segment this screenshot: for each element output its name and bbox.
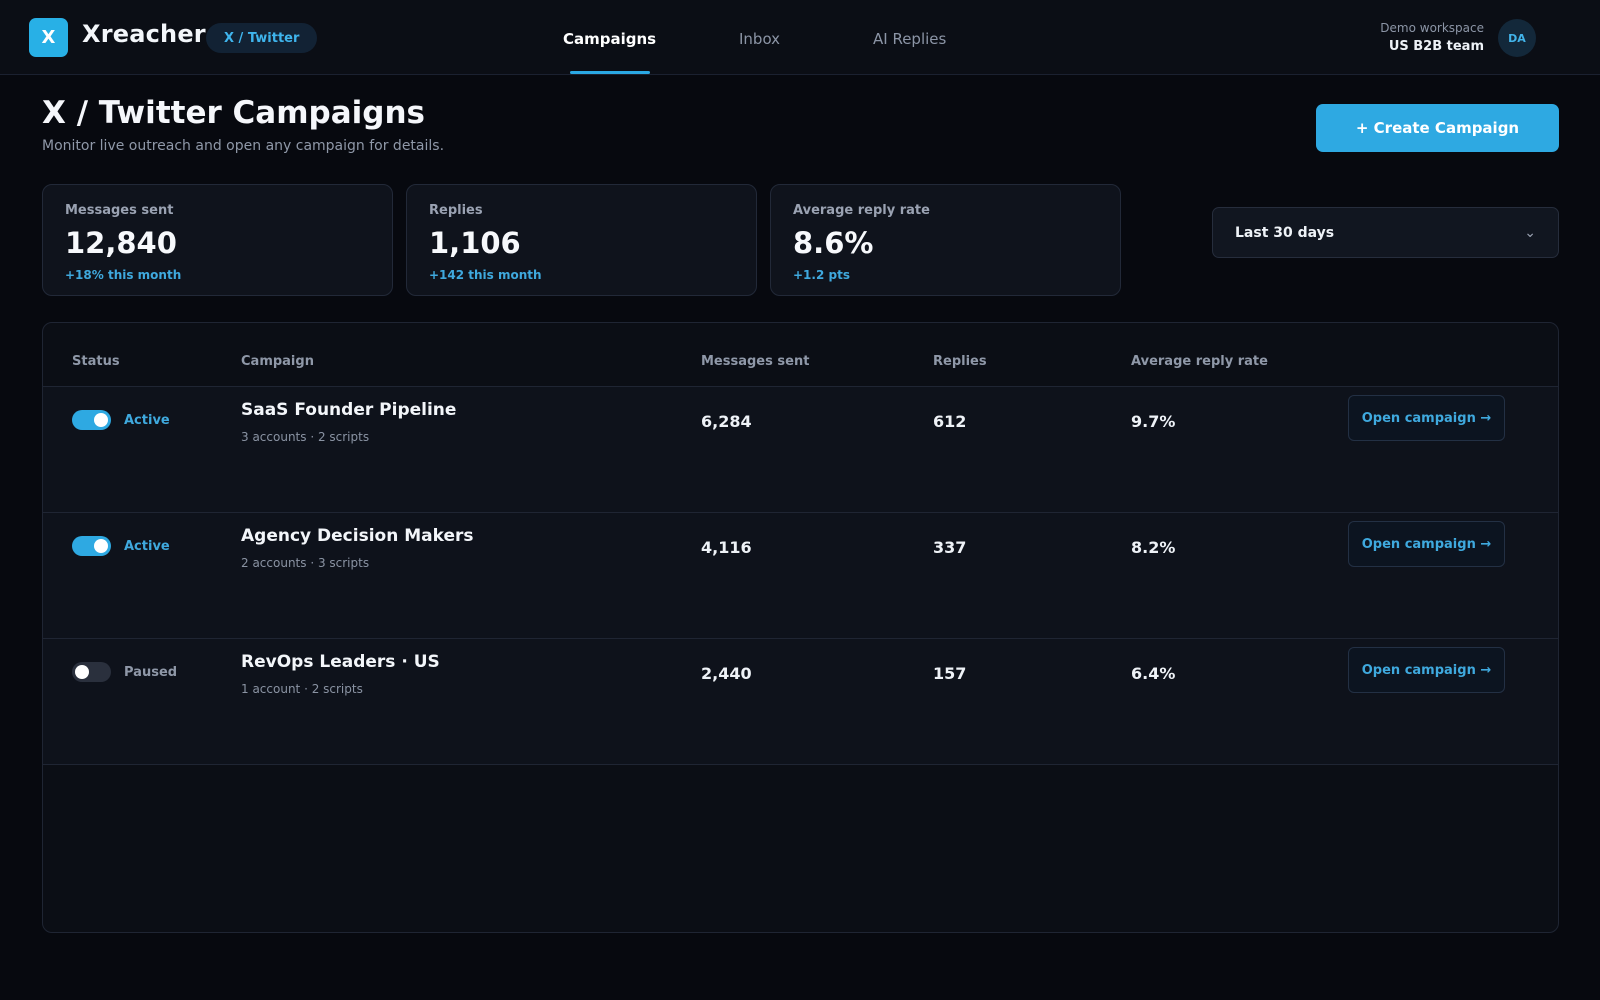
campaign-name: SaaS Founder Pipeline [241, 400, 457, 420]
toggle-knob [94, 413, 108, 427]
open-campaign-button[interactable]: Open campaign → [1348, 521, 1505, 567]
column-header-messages-sent: Messages sent [701, 354, 810, 369]
stat-delta: +1.2 pts [793, 268, 850, 282]
messages-sent-value: 6,284 [701, 412, 752, 431]
stat-card-replies: Replies 1,106 +142 this month [406, 184, 757, 296]
create-campaign-button[interactable]: + Create Campaign [1316, 104, 1559, 152]
toggle-knob [94, 539, 108, 553]
page-title: X / Twitter Campaigns [42, 95, 425, 131]
stat-value: 1,106 [429, 226, 521, 260]
stat-label: Replies [429, 203, 483, 218]
active-tab-indicator [570, 71, 650, 74]
stat-card-messages-sent: Messages sent 12,840 +18% this month [42, 184, 393, 296]
reply-rate-value: 9.7% [1131, 412, 1176, 431]
messages-sent-value: 4,116 [701, 538, 752, 557]
table-row: Active Agency Decision Makers 2 accounts… [43, 513, 1558, 639]
replies-value: 337 [933, 538, 967, 557]
table-row: Paused RevOps Leaders · US 1 account · 2… [43, 639, 1558, 765]
stat-delta: +142 this month [429, 268, 542, 282]
table-row: Active SaaS Founder Pipeline 3 accounts … [43, 387, 1558, 513]
status-toggle[interactable] [72, 410, 111, 430]
workspace-label: Demo workspace [1380, 21, 1484, 35]
column-header-replies: Replies [933, 354, 987, 369]
platform-badge: X / Twitter [206, 23, 318, 53]
messages-sent-value: 2,440 [701, 664, 752, 683]
column-header-status: Status [72, 354, 120, 369]
campaign-meta: 2 accounts · 3 scripts [241, 556, 370, 570]
page-subtitle: Monitor live outreach and open any campa… [42, 138, 445, 154]
status-label: Active [124, 413, 170, 428]
chevron-down-icon: ⌄ [1524, 224, 1536, 241]
top-bar: X Xreacher X / Twitter Campaigns Inbox A… [0, 0, 1600, 75]
stat-card-average-reply-rate: Average reply rate 8.6% +1.2 pts [770, 184, 1121, 296]
tab-inbox[interactable]: Inbox [739, 30, 781, 48]
toggle-knob [75, 665, 89, 679]
campaign-name: Agency Decision Makers [241, 526, 474, 546]
status-toggle[interactable] [72, 536, 111, 556]
stat-label: Messages sent [65, 203, 174, 218]
tab-campaigns[interactable]: Campaigns [563, 30, 657, 48]
replies-value: 157 [933, 664, 967, 683]
logo-letter: X [41, 27, 56, 48]
date-range-value: Last 30 days [1235, 224, 1335, 241]
status-toggle[interactable] [72, 662, 111, 682]
stat-value: 8.6% [793, 226, 874, 260]
campaign-name: RevOps Leaders · US [241, 652, 440, 672]
stat-delta: +18% this month [65, 268, 182, 282]
campaign-meta: 3 accounts · 2 scripts [241, 430, 370, 444]
replies-value: 612 [933, 412, 967, 431]
logo-icon[interactable]: X [29, 18, 68, 57]
open-campaign-button[interactable]: Open campaign → [1348, 395, 1505, 441]
status-label: Active [124, 539, 170, 554]
status-label: Paused [124, 665, 178, 680]
campaigns-table: Status Campaign Messages sent Replies Av… [42, 322, 1559, 933]
workspace-team[interactable]: US B2B team [1388, 39, 1484, 54]
reply-rate-value: 6.4% [1131, 664, 1176, 683]
column-header-campaign: Campaign [241, 354, 314, 369]
column-header-average-reply-rate: Average reply rate [1131, 354, 1268, 369]
stat-label: Average reply rate [793, 203, 930, 218]
date-range-select[interactable]: Last 30 days ⌄ [1212, 207, 1559, 258]
header-divider [43, 386, 1558, 387]
avatar[interactable]: DA [1498, 19, 1536, 57]
campaign-meta: 1 account · 2 scripts [241, 682, 363, 696]
reply-rate-value: 8.2% [1131, 538, 1176, 557]
tab-ai-replies[interactable]: AI Replies [873, 30, 947, 48]
stat-value: 12,840 [65, 226, 177, 260]
open-campaign-button[interactable]: Open campaign → [1348, 647, 1505, 693]
app-name: Xreacher [82, 20, 206, 48]
